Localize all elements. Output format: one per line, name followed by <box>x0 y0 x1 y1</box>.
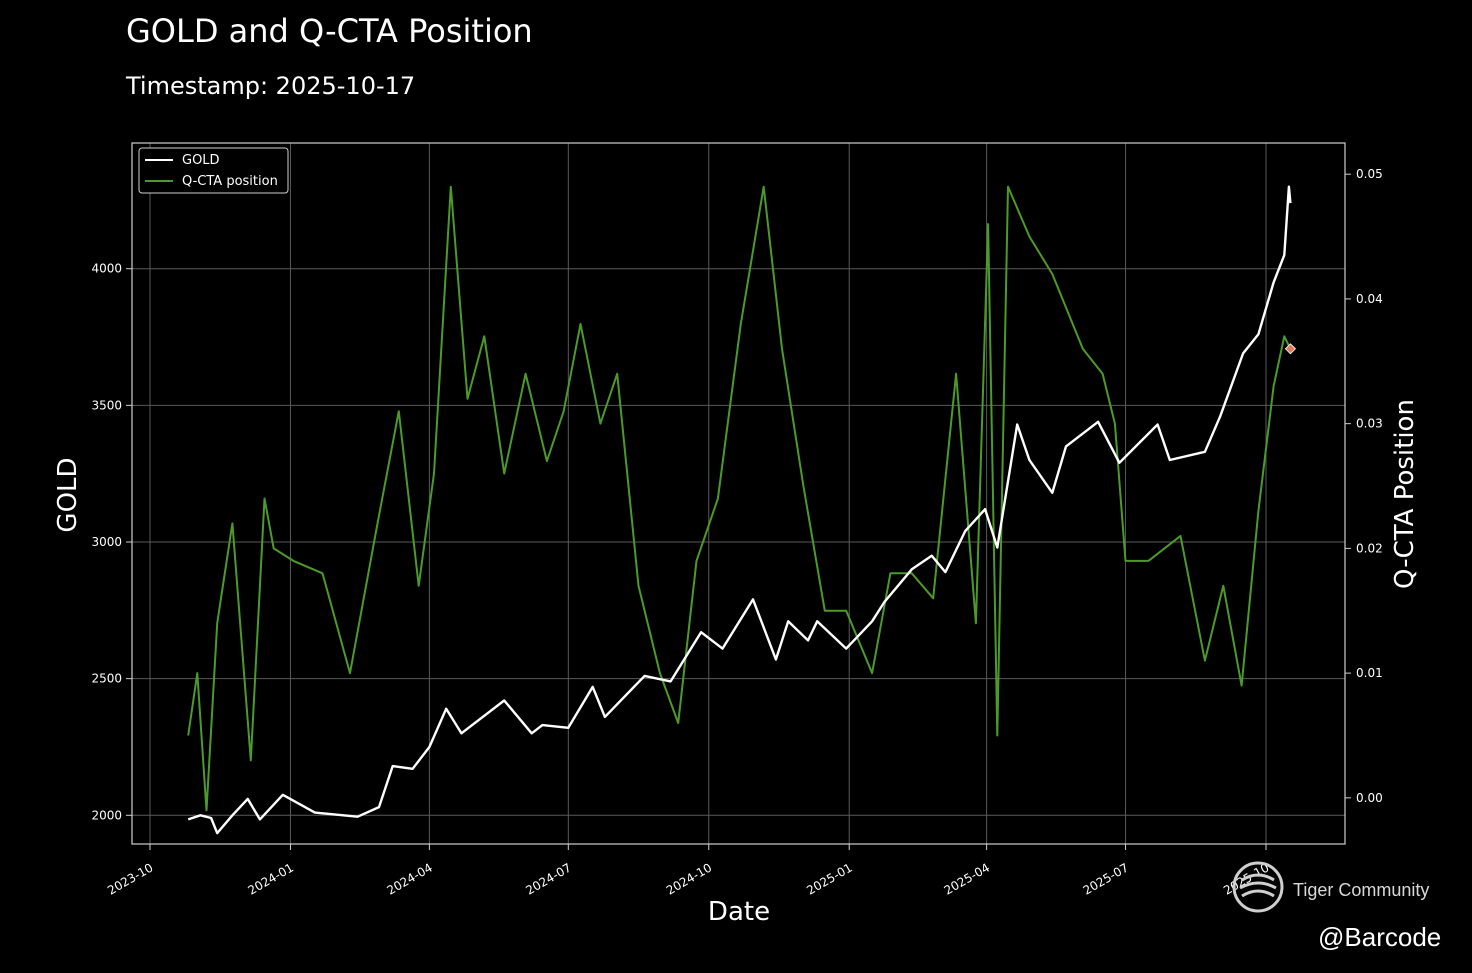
y2-tick-label: 0.03 <box>1356 417 1383 431</box>
x-tick-label: 2024-10 <box>664 860 714 897</box>
author-handle: @Barcode <box>1318 922 1442 952</box>
legend-label: GOLD <box>182 153 220 168</box>
y2-tick-label: 0.00 <box>1356 791 1383 805</box>
gold-price-line <box>187 185 1292 835</box>
y-tick-label: 3000 <box>91 535 122 549</box>
plot-frame <box>131 142 1346 845</box>
y2-tick-label: 0.01 <box>1356 666 1383 680</box>
y2-tick-label: 0.05 <box>1356 167 1383 181</box>
y-tick-label: 3500 <box>91 398 122 412</box>
brand-name: Tiger Community <box>1293 880 1430 900</box>
x-axis: 2023-10 2024-01 2024-04 2024-07 2024-10 2025-… <box>105 844 1272 898</box>
legend-box <box>138 147 289 194</box>
grid-lines <box>132 143 1345 844</box>
y-tick-label: 4000 <box>91 262 122 276</box>
legend-label: Q-CTA position <box>182 174 278 189</box>
qcta-position-line <box>187 185 1292 812</box>
chart-subtitle: Timestamp: 2025-10-17 <box>126 72 416 100</box>
y-axis-left: 2000 2500 3000 3500 4000 <box>91 262 132 822</box>
y2-axis-label: Q-CTA Position <box>1390 399 1420 589</box>
y-axis-right: 0.00 0.01 0.02 0.03 0.04 0.05 <box>1345 167 1383 805</box>
x-tick-label: 2025-07 <box>1081 860 1131 897</box>
x-tick-label: 2024-01 <box>246 860 296 897</box>
chart-title: GOLD and Q-CTA Position <box>126 12 533 50</box>
latest-position-marker <box>1284 343 1296 355</box>
y-tick-label: 2500 <box>91 672 122 686</box>
y-axis-label: GOLD <box>53 457 83 532</box>
series-layer <box>187 185 1296 835</box>
tiger-community-logo-icon <box>1232 861 1284 913</box>
x-axis-label: Date <box>708 897 770 927</box>
x-tick-label: 2024-07 <box>523 860 573 897</box>
x-tick-label: 2023-10 <box>105 860 155 897</box>
y2-tick-label: 0.02 <box>1356 541 1383 555</box>
x-tick-label: 2024-04 <box>384 860 434 897</box>
legend: GOLD Q-CTA position <box>138 147 289 194</box>
x-tick-label: 2025-04 <box>942 860 992 897</box>
y-tick-label: 2000 <box>91 808 122 822</box>
y2-tick-label: 0.04 <box>1356 292 1383 306</box>
x-tick-label: 2025-01 <box>804 860 854 897</box>
